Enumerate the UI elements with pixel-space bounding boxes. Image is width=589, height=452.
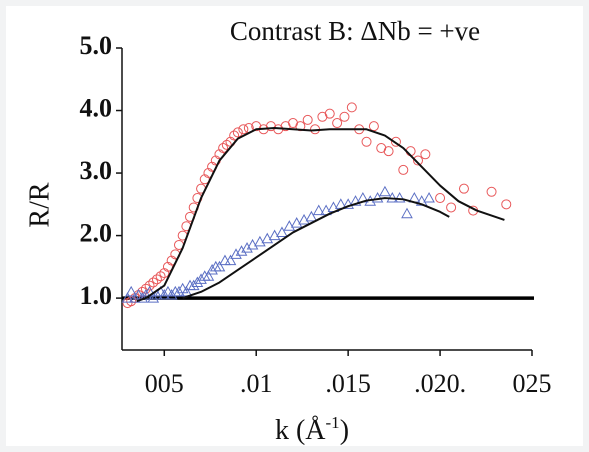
data-point [324, 108, 335, 119]
data-point [339, 111, 350, 122]
data-point [302, 114, 313, 125]
x-tick-label: .015 [325, 369, 371, 398]
data-point [346, 102, 357, 113]
data-point [420, 149, 431, 160]
data-point [155, 271, 166, 282]
data-point [158, 288, 171, 300]
data-point [383, 146, 394, 157]
data-point [390, 136, 401, 147]
data-point [261, 232, 274, 244]
chart-title: Contrast B: ΔNb = +ve [230, 16, 480, 46]
x-tick-label: 025 [513, 369, 552, 398]
data-point [165, 288, 178, 300]
y-tick-label: 4.0 [80, 93, 113, 122]
y-axis-label: R/R [24, 182, 55, 227]
data-point [458, 183, 469, 194]
data-point [213, 260, 226, 272]
data-point [187, 279, 200, 291]
data-point [312, 204, 325, 216]
data-point [202, 270, 215, 281]
x-tick-label: .020. [414, 369, 466, 398]
data-point [305, 210, 318, 222]
data-point [486, 186, 497, 197]
data-point [276, 226, 288, 237]
y-tick-label: 1.0 [80, 281, 113, 310]
data-point [265, 121, 276, 132]
data-point [290, 217, 303, 228]
data-point [435, 193, 446, 204]
y-tick-label: 5.0 [80, 31, 113, 60]
data-point [368, 121, 379, 132]
data-point [238, 124, 249, 135]
data-point [125, 285, 138, 297]
data-point [121, 292, 134, 303]
data-point [361, 136, 372, 147]
data-point [401, 207, 413, 219]
data-point [218, 143, 229, 154]
data-point [287, 118, 298, 129]
x-label-text: k (Å [275, 415, 326, 446]
fit-line [182, 197, 450, 300]
fit-line [136, 127, 505, 303]
data-point [230, 248, 242, 259]
data-point [159, 268, 170, 279]
data-point [195, 273, 207, 284]
data-point [413, 155, 424, 166]
data-point [151, 288, 163, 300]
data-point [144, 280, 155, 291]
data-point [501, 199, 512, 210]
data-point [268, 229, 281, 241]
data-point [246, 238, 259, 250]
data-point [423, 192, 435, 203]
data-point [376, 143, 387, 154]
data-point [254, 235, 266, 247]
y-tick-label: 3.0 [80, 156, 113, 185]
data-point [191, 276, 204, 287]
data-point [393, 192, 406, 203]
x-tick-label: .01 [240, 369, 273, 398]
y-tick-label: 2.0 [80, 219, 113, 248]
data-point [151, 274, 162, 285]
data-point [398, 164, 409, 175]
data-point [241, 242, 253, 253]
data-point [332, 118, 343, 129]
data-point [298, 213, 310, 225]
data-point [173, 285, 185, 297]
x-label-sup: -1 [326, 413, 340, 432]
data-point [147, 292, 160, 303]
data-point [224, 254, 237, 266]
data-point [206, 263, 218, 275]
x-label-suffix: ) [340, 415, 349, 446]
data-point [317, 111, 328, 122]
data-point [371, 192, 384, 203]
data-point [349, 195, 362, 206]
x-axis-label: k (Å-1) [275, 413, 349, 447]
data-point [283, 220, 296, 231]
data-point [342, 198, 354, 209]
data-point [229, 130, 240, 141]
panel [6, 6, 583, 446]
data-point [126, 296, 137, 307]
data-point [235, 245, 248, 256]
data-point [280, 121, 291, 132]
data-point [446, 202, 457, 213]
data-point [232, 127, 243, 138]
data-point [129, 292, 141, 303]
data-point [148, 277, 159, 288]
data-point [379, 185, 391, 197]
data-point [251, 121, 262, 132]
x-tick-label: 005 [145, 369, 184, 398]
